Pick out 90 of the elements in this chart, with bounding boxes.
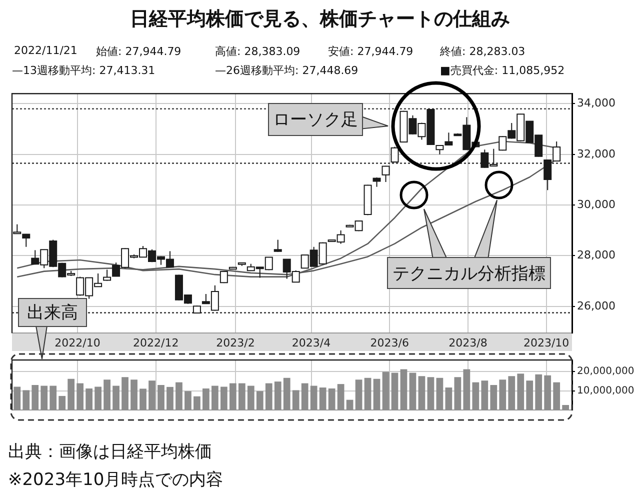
bar [158,385,164,410]
text: ■売買代金: 11,085,952 [440,63,565,78]
text: 終値: 28,283.03 [440,44,526,59]
annotation: 出来高 [18,298,87,327]
bar [409,372,416,410]
text: 安値: 27,944.79 [328,44,414,59]
x-tick-label: 2023/10 [523,336,570,350]
bar [40,386,48,410]
y-tick-label: 30,000 [577,198,616,211]
bar [194,396,200,410]
bar [256,391,264,410]
bar [274,382,282,410]
bar [112,386,120,410]
bar [68,378,75,410]
bar [283,378,290,410]
bar [346,400,354,410]
bar [14,386,21,410]
bar [427,377,434,410]
bar [86,388,93,410]
bar [247,386,254,410]
y-tick-label: 10,000,000 [577,385,634,396]
bar [148,380,156,410]
bar [76,383,84,410]
y-tick-label: 28,000 [577,248,616,262]
bar [454,377,462,410]
annotation: ローソク足 [268,103,363,136]
bar [202,388,210,410]
y-tick-label: 32,000 [577,147,616,160]
text: 高値: 28,383.09 [215,44,300,59]
bar [499,380,506,410]
bar [364,378,372,410]
bar [463,369,470,410]
bar [184,391,192,410]
bar [58,396,66,410]
text: —26週移動平均: 27,448.69 [215,63,358,78]
bar [265,383,272,410]
x-tick-label: 2023/2 [216,336,255,350]
bar [508,376,516,410]
text: ※2023年10月時点での内容 [8,469,224,491]
annotation: テクニカル分析指標 [387,257,551,289]
bar [418,376,426,410]
bar [176,382,182,410]
bar [104,380,110,410]
bar [472,382,480,410]
bar [292,390,300,410]
y-tick-label: 20,000,000 [577,366,634,378]
bar [337,384,344,410]
x-tick-label: 2023/6 [370,336,409,350]
chart-title: 日経平均株価で見る、株価チャートの仕組み [129,7,511,32]
bar [490,385,498,410]
bar [553,382,560,410]
bar [130,380,138,410]
bar [220,386,228,410]
bar [481,380,488,410]
bar [140,388,146,410]
x-tick-label: 2023/4 [292,336,331,350]
y-tick-label: 26,000 [577,299,616,312]
bar [382,372,390,410]
bar [562,405,570,410]
bar [94,386,102,410]
text: 始値: 27,944.79 [96,44,182,59]
bar [544,375,552,410]
bar [301,383,308,410]
text: —13週移動平均: 27,413.31 [12,63,156,78]
bar [50,386,57,410]
bar [445,388,452,410]
text: 2022/11/21 [14,44,78,57]
bar [211,386,218,410]
bar [328,388,336,410]
bar [391,372,398,410]
x-tick-label: 2022/12 [133,336,179,350]
bar [355,380,362,410]
bar [32,385,39,410]
bar [166,386,174,410]
bar [319,388,326,410]
bar [436,378,444,410]
source-note: 出典：画像は日経平均株価 [8,441,212,463]
bar [400,369,408,410]
bar [229,383,236,410]
y-tick-label: 34,000 [577,96,616,110]
bar [373,378,380,410]
bar [22,390,30,410]
bar [517,374,524,410]
bar [310,386,318,410]
bar [238,383,246,410]
bar [526,380,534,410]
bar [122,377,128,410]
x-tick-label: 2023/8 [448,336,488,350]
bar [535,374,542,410]
x-tick-label: 2022/10 [54,336,100,350]
